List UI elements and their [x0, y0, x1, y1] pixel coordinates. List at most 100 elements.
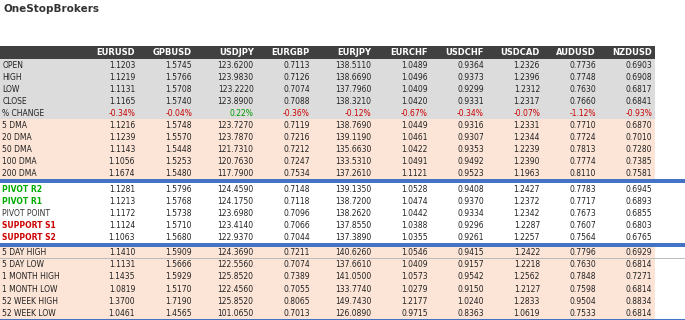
- Text: 0.9715: 0.9715: [401, 308, 427, 317]
- Text: 1.2344: 1.2344: [514, 133, 540, 142]
- Text: 124.4590: 124.4590: [217, 185, 253, 194]
- Bar: [256, 119, 312, 131]
- Text: 1.1124: 1.1124: [109, 221, 135, 230]
- Bar: [312, 155, 374, 167]
- Text: 1.0409: 1.0409: [401, 85, 427, 94]
- Text: 0.7385: 0.7385: [625, 157, 652, 166]
- Bar: [543, 107, 599, 119]
- Bar: [430, 167, 486, 180]
- Text: 137.6610: 137.6610: [335, 260, 371, 269]
- Text: GPBUSD: GPBUSD: [153, 48, 192, 57]
- Text: 1.1165: 1.1165: [109, 97, 135, 106]
- Bar: [81, 119, 138, 131]
- Bar: [195, 131, 256, 143]
- Bar: [138, 219, 195, 231]
- Text: 1.5740: 1.5740: [165, 97, 192, 106]
- Bar: [486, 71, 543, 83]
- Bar: [599, 295, 655, 307]
- Text: 140.6260: 140.6260: [335, 248, 371, 257]
- Text: 1.5796: 1.5796: [165, 185, 192, 194]
- Text: 1.1216: 1.1216: [109, 121, 135, 130]
- Text: 0.7088: 0.7088: [284, 97, 310, 106]
- Text: 0.9307: 0.9307: [457, 133, 484, 142]
- Bar: [312, 119, 374, 131]
- Text: 121.7310: 121.7310: [218, 145, 253, 154]
- Bar: [138, 271, 195, 283]
- Bar: [486, 207, 543, 219]
- Bar: [81, 295, 138, 307]
- Bar: [195, 59, 256, 71]
- Text: 1.1219: 1.1219: [109, 73, 135, 82]
- Bar: [486, 59, 543, 71]
- Text: 0.6929: 0.6929: [625, 248, 652, 257]
- Bar: [486, 247, 543, 259]
- Bar: [599, 131, 655, 143]
- Text: 0.7581: 0.7581: [626, 169, 652, 178]
- Bar: [312, 167, 374, 180]
- Bar: [374, 119, 430, 131]
- Bar: [312, 59, 374, 71]
- Text: 1.5710: 1.5710: [166, 221, 192, 230]
- Text: 0.7717: 0.7717: [569, 196, 596, 206]
- Bar: [312, 71, 374, 83]
- Text: 1.0388: 1.0388: [401, 221, 427, 230]
- Bar: [374, 231, 430, 243]
- Text: 1.1143: 1.1143: [109, 145, 135, 154]
- Text: 0.7280: 0.7280: [626, 145, 652, 154]
- Bar: [195, 247, 256, 259]
- Text: 0.7710: 0.7710: [569, 121, 596, 130]
- Text: 0.7211: 0.7211: [284, 248, 310, 257]
- Bar: [0, 247, 81, 259]
- Text: 1.0496: 1.0496: [401, 73, 427, 82]
- Text: 1.5929: 1.5929: [166, 273, 192, 282]
- Text: 0.7044: 0.7044: [283, 233, 310, 242]
- Bar: [195, 107, 256, 119]
- Text: 0.9334: 0.9334: [457, 209, 484, 218]
- Text: 0.9296: 0.9296: [457, 221, 484, 230]
- Bar: [0, 219, 81, 231]
- Text: 124.1750: 124.1750: [218, 196, 253, 206]
- Bar: [256, 219, 312, 231]
- Text: 1.0442: 1.0442: [401, 209, 427, 218]
- Text: 1.5680: 1.5680: [166, 233, 192, 242]
- Text: 137.3890: 137.3890: [335, 233, 371, 242]
- Text: 5 DAY HIGH: 5 DAY HIGH: [3, 248, 47, 257]
- Bar: [486, 131, 543, 143]
- Text: 123.6200: 123.6200: [218, 61, 253, 70]
- Text: 1.0546: 1.0546: [401, 248, 427, 257]
- Bar: [599, 71, 655, 83]
- Bar: [138, 183, 195, 195]
- Bar: [138, 307, 195, 319]
- Text: -0.34%: -0.34%: [457, 109, 484, 118]
- Bar: [430, 119, 486, 131]
- Text: 1.7190: 1.7190: [166, 297, 192, 306]
- Bar: [430, 143, 486, 155]
- Bar: [81, 167, 138, 180]
- Bar: [374, 167, 430, 180]
- Text: 0.7796: 0.7796: [569, 248, 596, 257]
- Bar: [543, 95, 599, 107]
- Bar: [430, 259, 486, 271]
- Bar: [312, 83, 374, 95]
- Bar: [312, 231, 374, 243]
- Bar: [195, 271, 256, 283]
- Bar: [195, 295, 256, 307]
- Bar: [256, 195, 312, 207]
- Text: 0.9364: 0.9364: [457, 61, 484, 70]
- Bar: [543, 283, 599, 295]
- Bar: [256, 183, 312, 195]
- Text: 1.1131: 1.1131: [109, 260, 135, 269]
- Bar: [256, 167, 312, 180]
- Text: 0.7724: 0.7724: [569, 133, 596, 142]
- Text: 0.6841: 0.6841: [626, 97, 652, 106]
- Text: 123.6980: 123.6980: [218, 209, 253, 218]
- Bar: [430, 219, 486, 231]
- Bar: [599, 219, 655, 231]
- Text: 1.2427: 1.2427: [514, 185, 540, 194]
- Bar: [543, 155, 599, 167]
- Text: 0.6945: 0.6945: [625, 185, 652, 194]
- Bar: [81, 83, 138, 95]
- Bar: [312, 143, 374, 155]
- Bar: [0, 183, 81, 195]
- Bar: [486, 271, 543, 283]
